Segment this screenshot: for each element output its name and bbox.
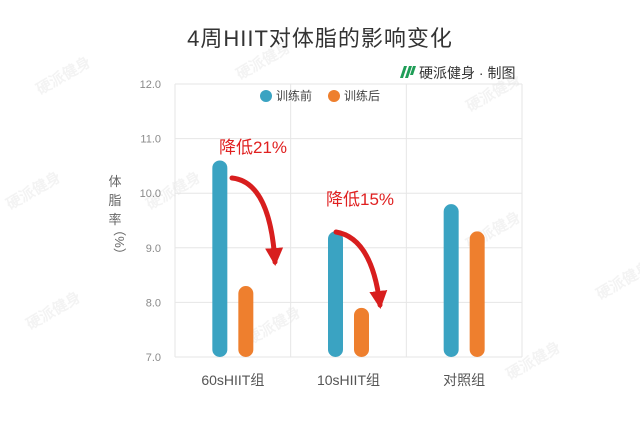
watermark-text: 硬派健身 [23, 288, 84, 334]
y-tick-label: 9.0 [146, 243, 161, 255]
y-label-char: 率 [108, 212, 121, 227]
credit-text: 硬派健身 · 制图 [419, 65, 515, 81]
bars [212, 160, 485, 357]
watermark-text: 硬派健身 [593, 258, 640, 304]
x-category-label: 60sHIIT组 [201, 372, 264, 388]
hand-logo-icon [400, 66, 416, 78]
y-label-unit: （%） [112, 223, 127, 261]
grid [174, 83, 523, 358]
annotation-arrow [333, 229, 388, 309]
credit: 硬派健身 · 制图 [400, 65, 515, 81]
annotation-arrow [229, 175, 284, 266]
y-tick-label: 11.0 [140, 134, 161, 146]
bar-after [354, 307, 369, 357]
x-axis-categories: 60sHIIT组 10sHIIT组 对照组 [201, 372, 485, 388]
watermark-text: 硬派健身 [33, 53, 94, 99]
legend-label: 训练后 [344, 88, 380, 103]
y-axis-label: 体脂率（%） [108, 174, 127, 261]
y-tick-label: 8.0 [146, 297, 161, 309]
legend-label: 训练前 [276, 88, 312, 103]
y-label-char: 脂 [108, 193, 121, 208]
bar-before [212, 160, 228, 357]
x-category-label: 10sHIIT组 [317, 372, 380, 388]
y-tick-label: 7.0 [146, 352, 161, 364]
bar-before [328, 231, 343, 357]
legend-marker [260, 90, 272, 102]
x-category-label: 对照组 [443, 372, 485, 388]
legend-marker [328, 90, 340, 102]
y-label-char: 体 [108, 174, 121, 189]
legend: 训练前 训练后 [260, 88, 380, 103]
watermark-text: 硬派健身 [3, 168, 64, 214]
y-tick-label: 10.0 [140, 188, 161, 200]
annotation-label: 降低15% [326, 190, 394, 209]
watermark-text: 硬派健身 [503, 338, 564, 384]
annotations: 降低21% 降低15% [219, 138, 394, 309]
bar-before [443, 204, 459, 357]
y-tick-label: 12.0 [140, 79, 161, 91]
bar-after [469, 231, 485, 357]
bar-after [238, 286, 254, 357]
annotation-label: 降低21% [219, 138, 287, 157]
y-axis-ticks: 7.0 8.0 9.0 10.0 11.0 12.0 [140, 79, 161, 364]
watermark-layer: 硬派健身硬派健身硬派健身硬派健身硬派健身硬派健身硬派健身硬派健身硬派健身硬派健身 [3, 38, 640, 384]
chart-title: 4周HIIT对体脂的影响变化 [187, 26, 453, 51]
